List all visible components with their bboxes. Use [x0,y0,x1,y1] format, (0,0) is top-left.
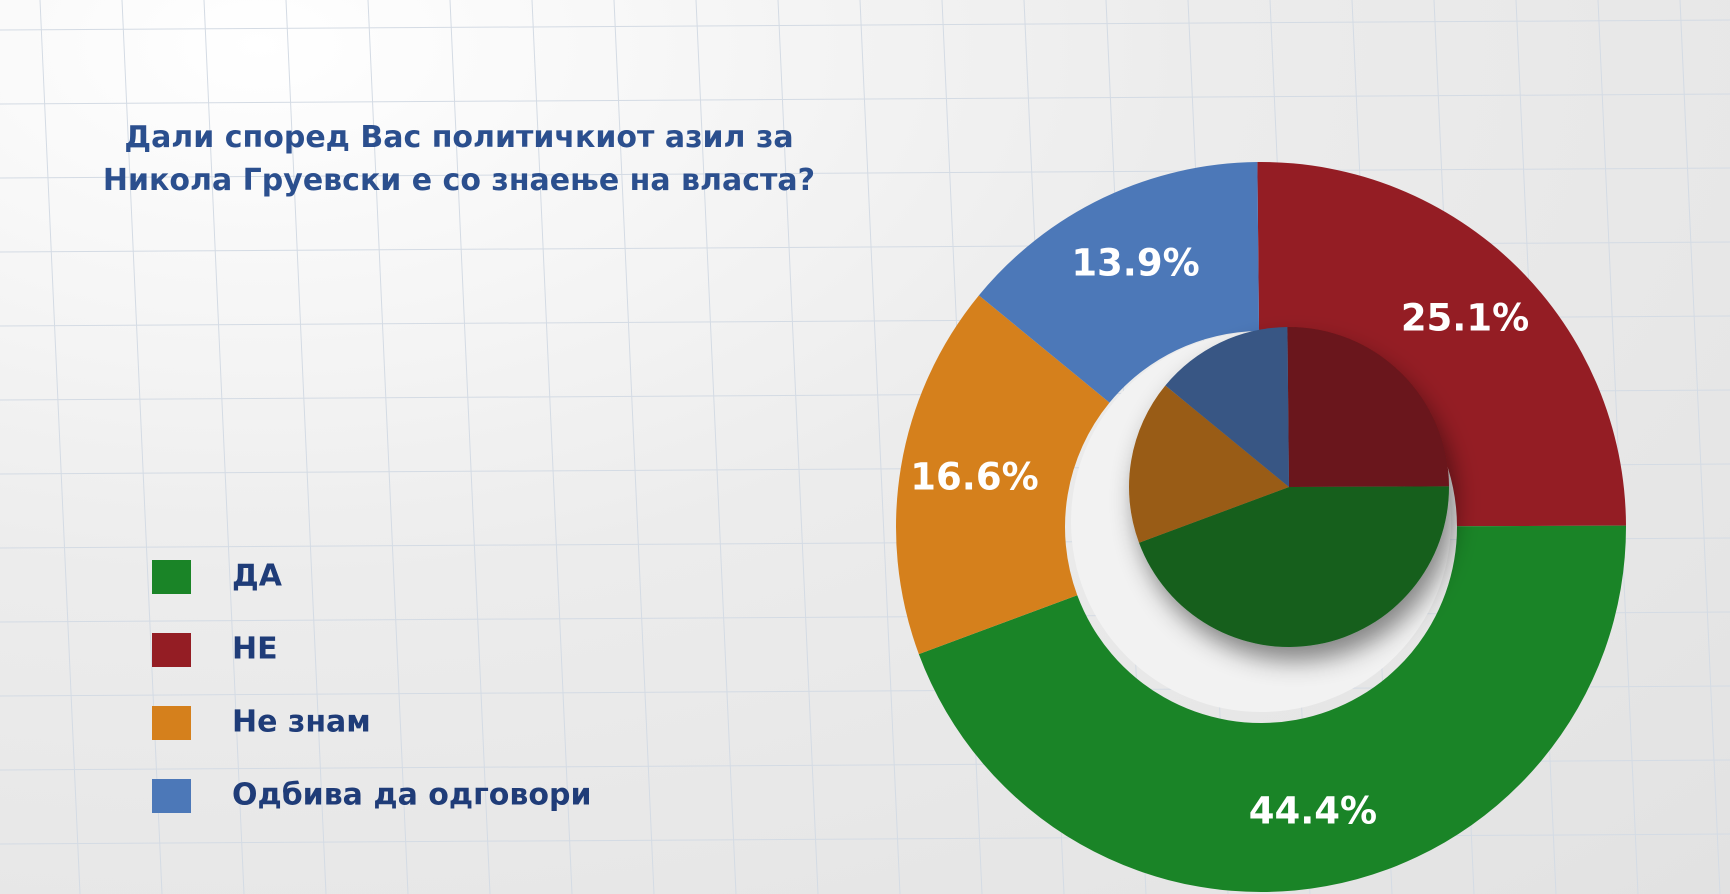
legend-swatch [152,633,191,667]
inner-pie-slice [1287,327,1449,487]
legend-swatch [152,560,191,594]
donut: 25.1% 44.4% 16.6% 13.9% [895,162,1626,892]
legend-swatch [152,779,191,813]
donut-slice [978,162,1260,403]
grid-line [695,0,737,894]
legend-label: Одбива да одговори [232,778,592,813]
legend-label: НЕ [232,632,278,667]
grid-line [203,0,245,894]
donut-slice [1257,162,1626,527]
value-label: 13.9% [1071,242,1199,285]
grid-line [1679,0,1721,894]
grid-line [1597,0,1639,894]
grid-line [0,167,1730,179]
inner-pie [1129,327,1449,647]
legend: ДА НЕ Не знам Одбива да одговори [152,559,592,813]
chart-title: Дали според Вас политичкиот азил за [124,120,793,155]
value-label: 25.1% [1401,297,1529,340]
grid-line [0,19,1730,31]
grid-line [777,0,819,894]
grid-line [613,0,655,894]
legend-swatch [152,706,191,740]
grid-line [285,0,327,894]
value-label: 44.4% [1249,789,1377,832]
donut-slice [895,295,1110,655]
inner-pie-slice [1129,385,1289,543]
grid-line [0,93,1730,105]
legend-label: ДА [232,559,283,594]
grid-line [0,833,1730,845]
value-label: 16.6% [910,456,1038,499]
grid-line [121,0,163,894]
chart-title: Никола Груевски е со знаење на власта? [103,163,815,198]
inner-pie-slice [1165,327,1289,487]
grid-line [39,0,81,894]
legend-label: Не знам [232,705,371,740]
inner-pie-slice [1139,486,1449,647]
grid-line [449,0,491,894]
grid-line [531,0,573,894]
grid-line [859,0,901,894]
grid-line [367,0,409,894]
donut-slice [918,525,1626,892]
